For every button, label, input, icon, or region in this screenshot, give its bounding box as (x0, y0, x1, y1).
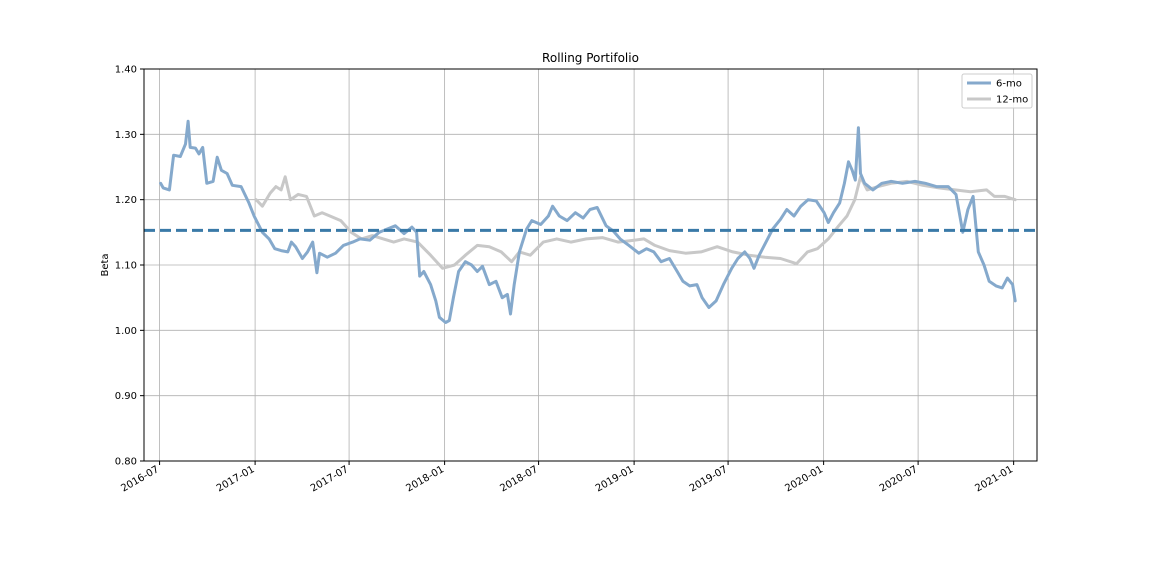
x-tick-label: 2020-01 (783, 464, 825, 494)
y-tick-label: 0.80 (115, 457, 137, 468)
y-tick-label: 1.00 (115, 326, 137, 337)
x-tick-label: 2019-07 (688, 464, 730, 494)
x-tick-label: 2018-07 (498, 464, 540, 494)
y-tick-label: 1.20 (115, 195, 137, 206)
y-tick-label: 0.90 (115, 391, 137, 402)
legend-label: 12-mo (996, 95, 1028, 106)
y-axis-label: Beta (100, 253, 111, 276)
legend: 6-mo 12-mo (961, 73, 1033, 109)
series-line-6-mo (159, 119, 1017, 324)
series-layer (159, 119, 1017, 324)
x-tick-label: 2020-07 (878, 464, 920, 494)
x-tick-label: 2019-01 (594, 464, 636, 494)
y-tick-label: 1.40 (115, 65, 137, 76)
y-axis: 0.80 0.90 1.00 1.10 1.20 1.30 1.40 (115, 65, 144, 468)
y-tick-label: 1.10 (115, 261, 137, 272)
chart-title: Rolling Portifolio (542, 51, 639, 65)
legend-label: 6-mo (996, 79, 1022, 90)
x-tick-label: 2018-01 (404, 464, 446, 494)
x-tick-label: 2017-01 (215, 464, 257, 494)
x-tick-label: 2017-07 (309, 464, 351, 494)
x-tick-label: 2021-01 (973, 464, 1015, 494)
x-tick-label: 2016-07 (119, 464, 161, 494)
series-line-12-mo (254, 175, 1017, 270)
grid (144, 68, 1037, 462)
x-axis: 2016-07 2017-01 2017-07 2018-01 2018-07 2019-… (119, 461, 1015, 494)
y-tick-label: 1.30 (115, 130, 137, 141)
